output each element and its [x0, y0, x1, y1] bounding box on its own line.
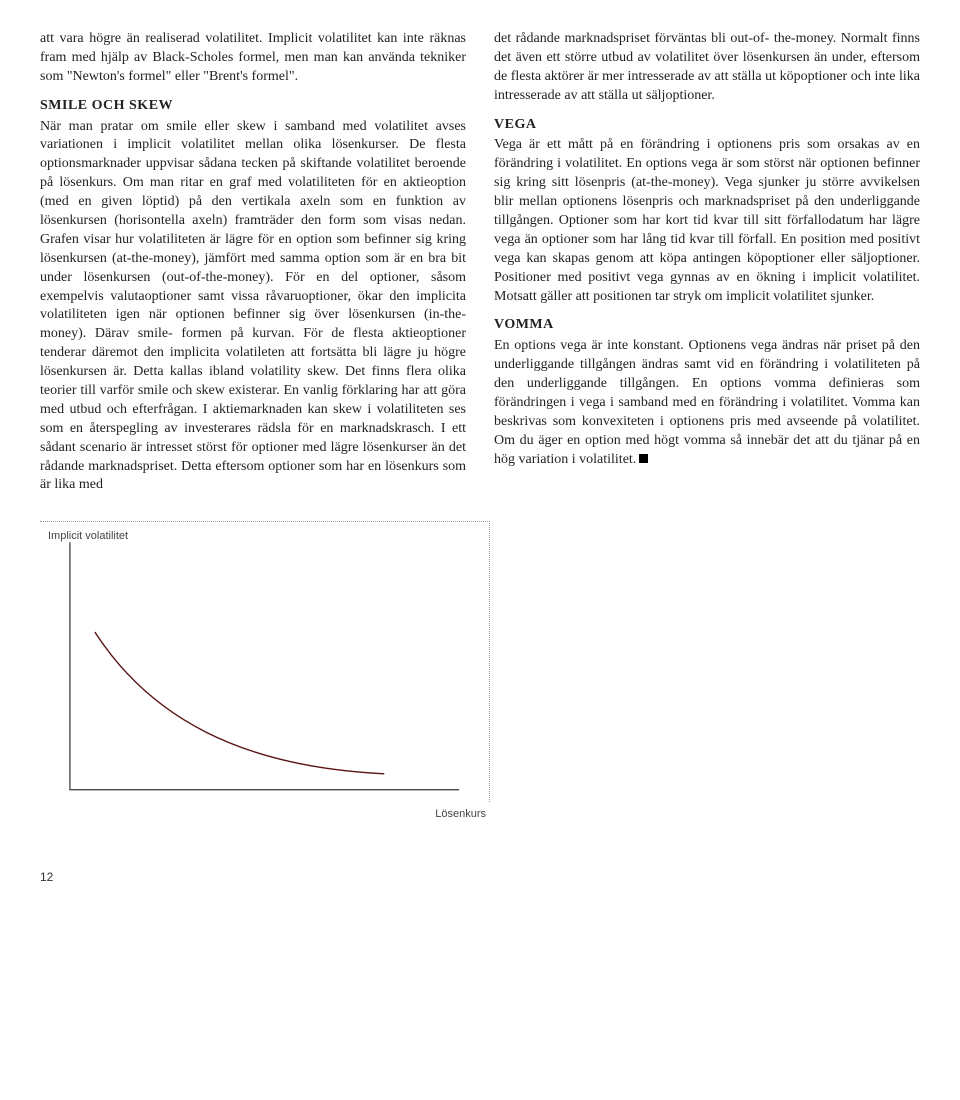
continuation-paragraph: det rådande marknadspriset förväntas bli… [494, 30, 920, 106]
intro-paragraph: att vara högre än realiserad volatilitet… [40, 30, 466, 87]
right-column: det rådande marknadspriset förväntas bli… [494, 30, 920, 499]
page-number: 12 [40, 870, 920, 884]
heading-vega: VEGA [494, 116, 920, 135]
chart-plot-area: Implicit volatilitet [40, 521, 490, 802]
heading-vomma: VOMMA [494, 316, 920, 335]
chart-svg [40, 522, 489, 802]
body-vomma: En options vega är inte konstant. Option… [494, 337, 920, 469]
body-smile-skew: När man pratar om smile eller skew i sam… [40, 118, 466, 496]
volatility-skew-chart: Implicit volatilitet Lösenkurs [40, 521, 490, 820]
heading-smile-skew: SMILE OCH SKEW [40, 97, 466, 116]
chart-x-axis-label: Lösenkurs [40, 808, 490, 820]
end-square-icon [639, 454, 648, 463]
left-column: att vara högre än realiserad volatilitet… [40, 30, 466, 499]
two-column-layout: att vara högre än realiserad volatilitet… [40, 30, 920, 499]
body-vega: Vega är ett mått på en förändring i opti… [494, 136, 920, 306]
